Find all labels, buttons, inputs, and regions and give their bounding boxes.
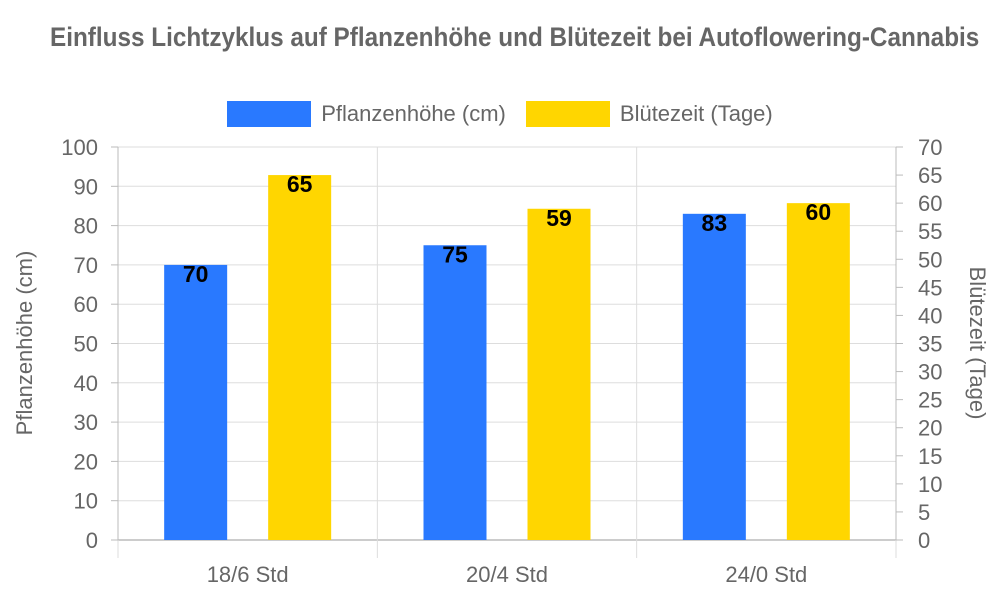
y2-tick-label: 65	[918, 163, 942, 188]
y2-tick-label: 10	[918, 472, 942, 497]
y2-tick-label: 55	[918, 219, 942, 244]
bar-value-label: 75	[442, 241, 468, 267]
y-tick-label: 0	[86, 528, 98, 553]
legend-swatch-height	[227, 101, 312, 127]
bar	[268, 175, 332, 541]
bar	[164, 264, 228, 540]
x-tick-label: 24/0 Std	[725, 562, 807, 587]
y-tick-label: 100	[61, 135, 98, 160]
chart-title: Einfluss Lichtzyklus auf Pflanzenhöhe un…	[50, 22, 980, 52]
y2-tick-label: 5	[918, 500, 930, 525]
legend-item-height[interactable]: Pflanzenhöhe (cm)	[227, 101, 506, 127]
legend: Pflanzenhöhe (cm) Blütezeit (Tage)	[0, 101, 1000, 127]
axes: 0 10 20 30 40 50 60 70 80 90 100 0 5 10 15 20 25 30 35 40 45…	[61, 135, 942, 587]
y-tick-label: 50	[74, 332, 98, 357]
legend-item-bloom[interactable]: Blütezeit (Tage)	[525, 101, 773, 127]
x-tick-label: 18/6 Std	[207, 562, 289, 587]
y2-tick-label: 30	[918, 360, 942, 385]
y2-tick-label: 50	[918, 247, 942, 272]
legend-swatch-bloom	[525, 101, 610, 127]
y-tick-label: 20	[74, 449, 98, 474]
x-tick-label: 20/4 Std	[466, 562, 548, 587]
bar-value-label: 59	[546, 205, 572, 231]
y-axis-label: Pflanzenhöhe (cm)	[12, 251, 37, 436]
y-tick-label: 10	[74, 489, 98, 514]
y2-axis-label: Blütezeit (Tage)	[965, 267, 990, 420]
bar-value-label: 60	[806, 199, 832, 225]
bar	[423, 245, 487, 540]
bar-value-label: 83	[702, 210, 728, 236]
y2-tick-label: 25	[918, 388, 942, 413]
y-tick-label: 70	[74, 253, 98, 278]
y2-tick-label: 35	[918, 332, 942, 357]
y-tick-label: 80	[74, 214, 98, 239]
y2-tick-label: 20	[918, 416, 942, 441]
legend-label-bloom: Blütezeit (Tage)	[619, 101, 773, 126]
bars	[164, 175, 850, 541]
bar-value-label: 70	[183, 261, 209, 287]
data-labels: 70 75 83 65 59 60	[183, 171, 831, 287]
y2-tick-label: 70	[918, 135, 942, 160]
y2-tick-label: 40	[918, 303, 942, 328]
grid-lines	[117, 146, 897, 558]
y-tick-label: 60	[74, 292, 98, 317]
bar	[682, 213, 746, 540]
y2-tick-label: 0	[918, 528, 930, 553]
y2-tick-label: 45	[918, 275, 942, 300]
legend-label-height: Pflanzenhöhe (cm)	[321, 101, 506, 126]
y-tick-label: 40	[74, 371, 98, 396]
bar-value-label: 65	[287, 171, 313, 197]
bar	[527, 208, 591, 540]
bar	[786, 203, 850, 540]
y2-tick-label: 15	[918, 444, 942, 469]
y2-tick-label: 60	[918, 191, 942, 216]
y-tick-label: 90	[74, 174, 98, 199]
y-tick-label: 30	[74, 410, 98, 435]
